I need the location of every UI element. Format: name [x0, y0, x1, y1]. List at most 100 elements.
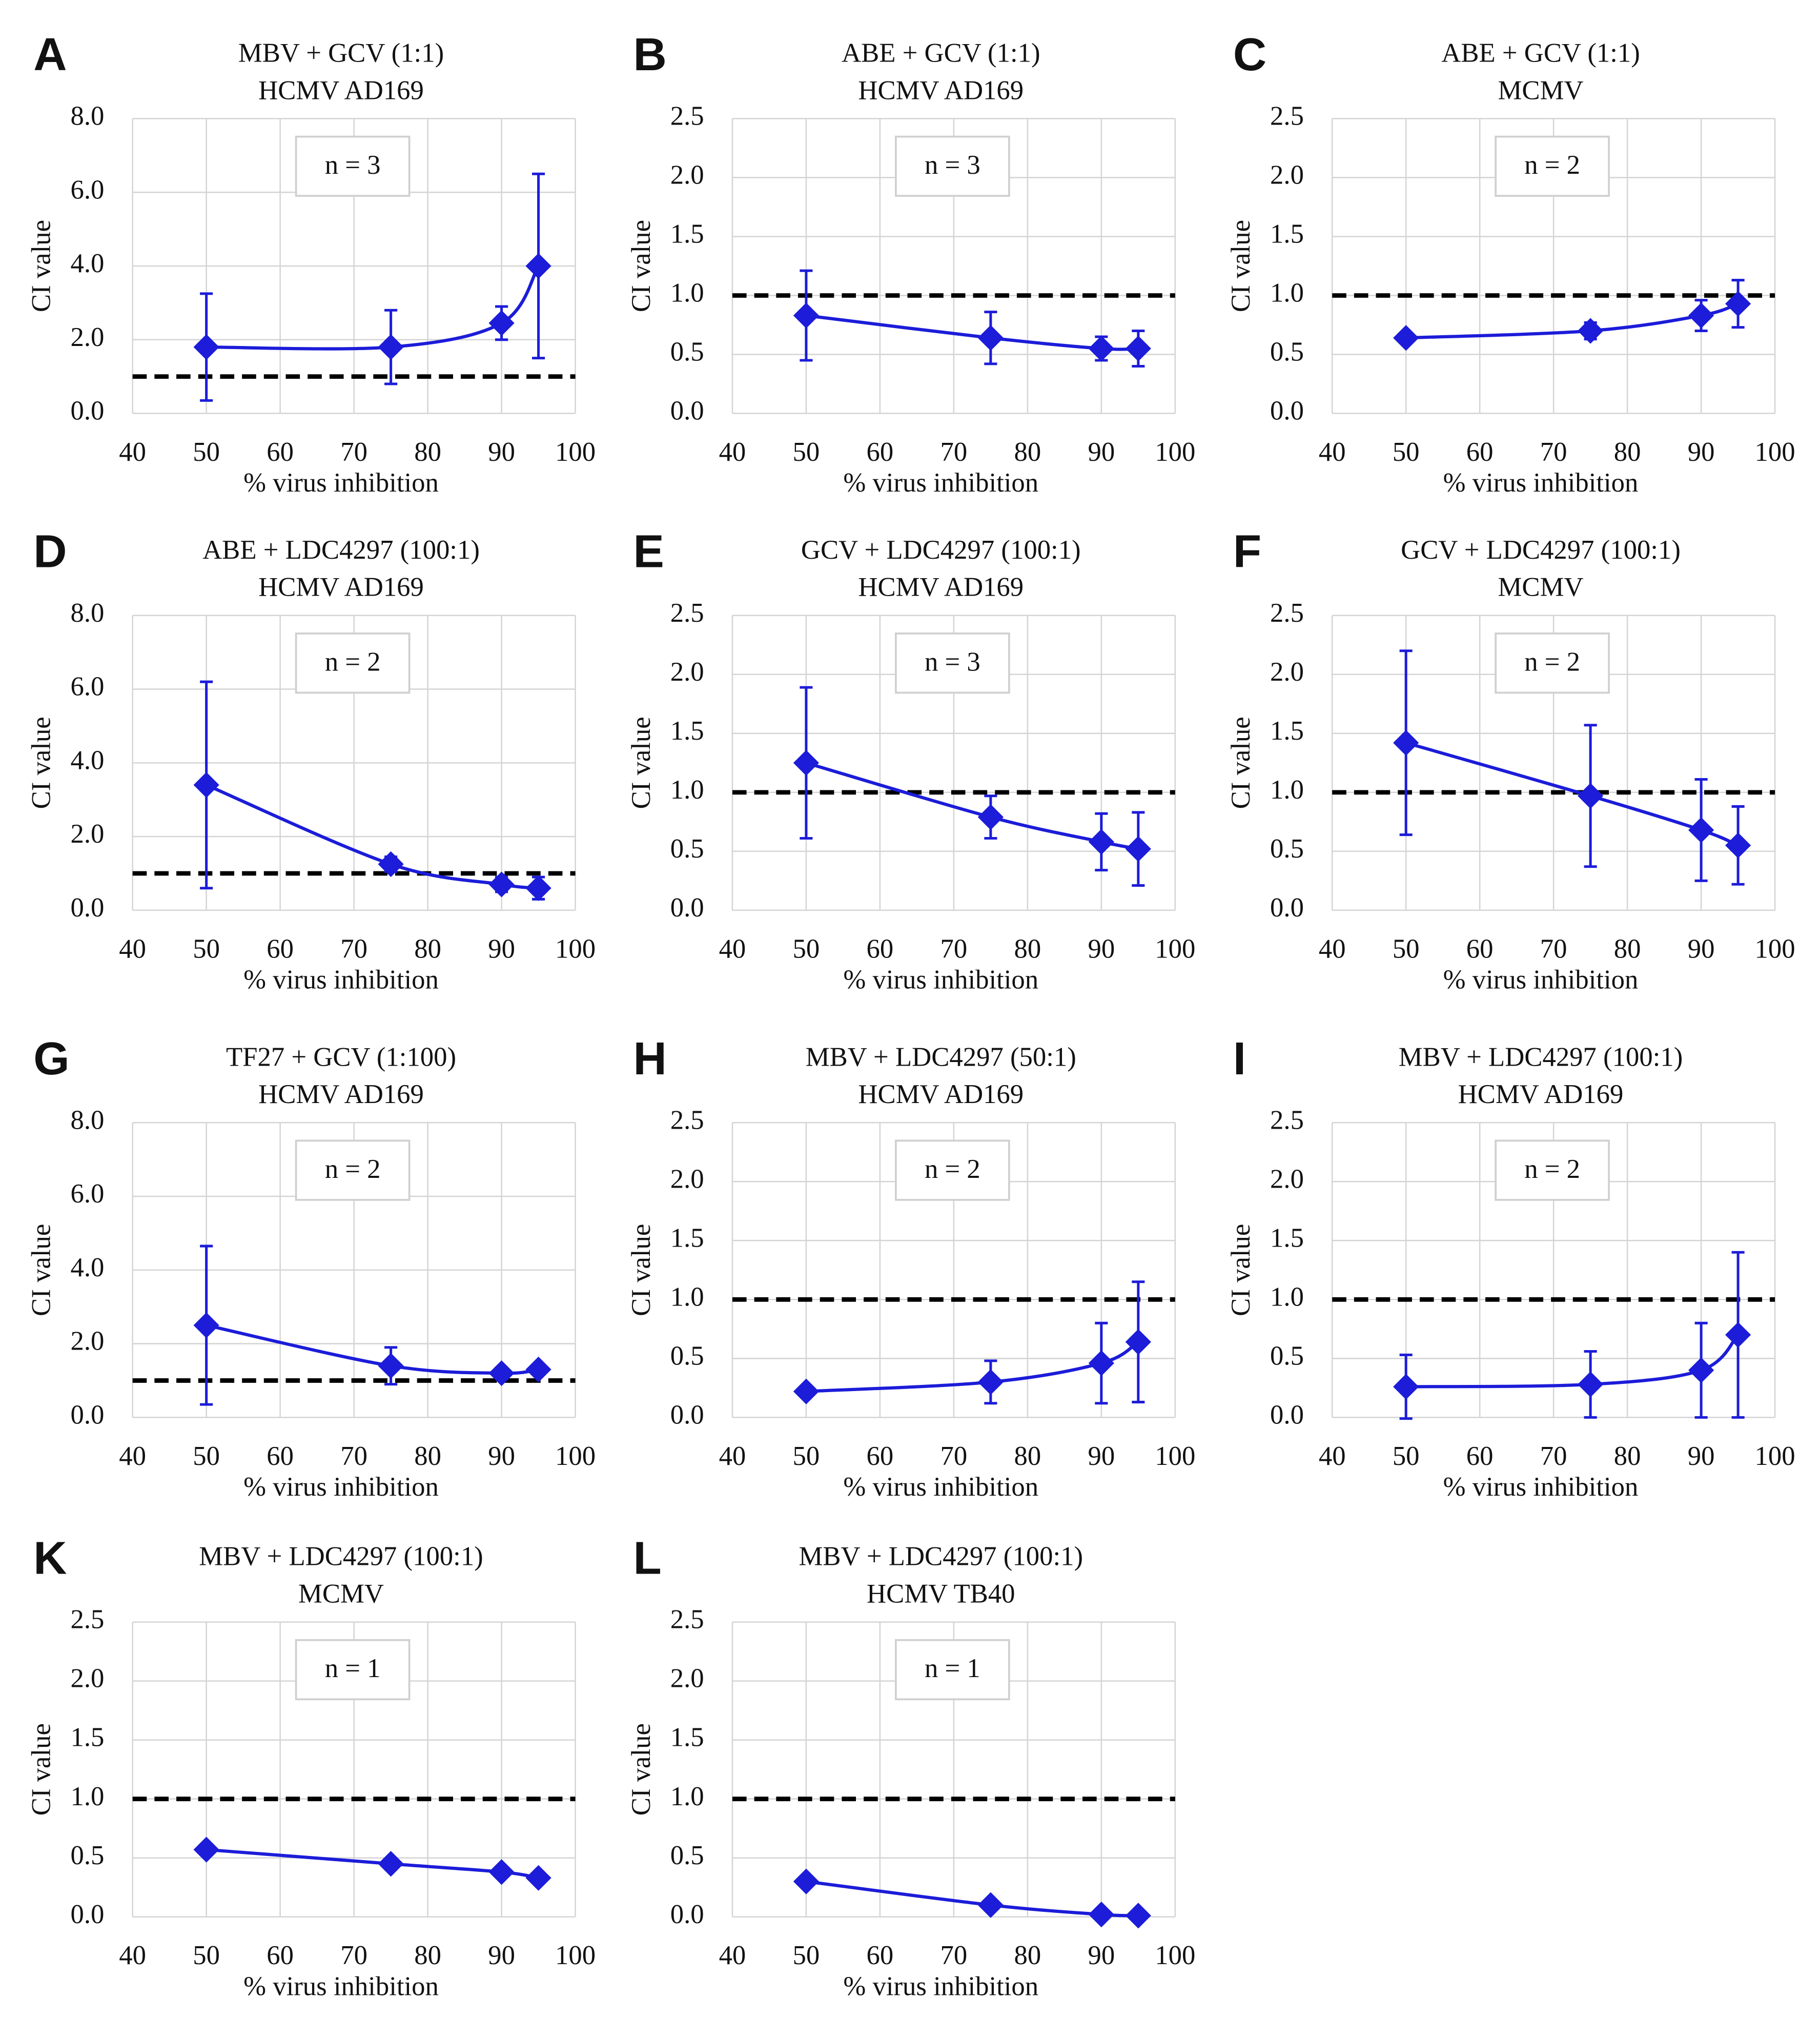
panel: F GCV + LDC4297 (100:1) MCMV 0.0 0.5 1.0 1.5 2.…: [1226, 526, 1795, 995]
x-tick-label: 90: [1088, 1441, 1115, 1471]
annotation-box: [295, 1639, 411, 1701]
x-tick-label: 80: [1614, 437, 1641, 467]
y-tick-label: 1.5: [670, 1723, 704, 1752]
x-tick-label: 50: [193, 1941, 220, 1970]
y-tick-label: 2.5: [71, 1605, 105, 1635]
y-tick-label: 2.0: [670, 1164, 704, 1194]
x-tick-label: 40: [1319, 437, 1346, 467]
x-tick-label: 100: [555, 1441, 596, 1471]
chart-title: MBV + GCV (1:1): [238, 38, 444, 68]
x-tick-label: 100: [555, 437, 596, 467]
x-tick-label: 40: [719, 934, 746, 964]
y-tick-label: 2.5: [670, 1105, 704, 1135]
annotation: n = 2: [1524, 647, 1580, 677]
x-tick-label: 50: [193, 934, 220, 964]
y-tick-label: 2.0: [1270, 160, 1304, 190]
y-tick-label: 8.0: [71, 1105, 105, 1135]
marker: [378, 334, 404, 360]
x-tick-label: 60: [867, 934, 894, 964]
y-tick-label: 0.5: [670, 1341, 704, 1371]
x-tick-label: 60: [267, 1441, 294, 1471]
x-tick-label: 80: [414, 1441, 441, 1471]
panel: H MBV + LDC4297 (50:1) HCMV AD169 0.0 0.5 1.0…: [626, 1033, 1196, 1502]
x-tick-label: 70: [340, 1441, 367, 1471]
y-tick-label: 2.5: [1270, 598, 1304, 628]
x-tick-label: 70: [340, 1941, 367, 1970]
panel: K MBV + LDC4297 (100:1) MCMV 0.0 0.5 1.0 1.5 2.…: [26, 1532, 596, 2001]
annotation: n = 3: [925, 647, 980, 677]
x-tick-label: 60: [867, 1441, 894, 1471]
x-tick-label: 100: [1155, 1441, 1195, 1471]
x-tick-label: 90: [488, 437, 515, 467]
chart-subtitle: HCMV AD169: [258, 573, 424, 602]
marker: [977, 325, 1004, 351]
marker: [793, 1378, 820, 1404]
panel: B ABE + GCV (1:1) HCMV AD169 0.0 0.5 1.0 1.5 2.…: [626, 29, 1196, 498]
x-tick-label: 40: [119, 1441, 146, 1471]
y-axis-label: CI value: [626, 1723, 656, 1815]
marker: [793, 750, 820, 776]
x-tick-label: 60: [1466, 1441, 1494, 1471]
marker: [1688, 1357, 1714, 1383]
series-line: [206, 265, 540, 351]
chart-title: ABE + GCV (1:1): [1441, 38, 1640, 68]
panel: A MBV + GCV (1:1) HCMV AD169 0.0 2.0 4.0 6.0 8.…: [26, 29, 596, 498]
annotation-box: [894, 1139, 1010, 1201]
y-tick-label: 2.0: [1270, 657, 1304, 687]
y-tick-label: 4.0: [71, 745, 105, 775]
y-tick-label: 0.5: [71, 1841, 105, 1870]
y-tick-label: 1.5: [670, 716, 704, 746]
x-tick-label: 70: [340, 437, 367, 467]
x-axis-label: % virus inhibition: [243, 1472, 439, 1502]
chart-subtitle: HCMV AD169: [258, 1079, 424, 1109]
y-tick-label: 2.5: [1270, 101, 1304, 131]
panel-letter: C: [1233, 29, 1266, 80]
x-tick-label: 100: [555, 934, 596, 964]
x-tick-label: 80: [1614, 934, 1641, 964]
y-tick-label: 0.0: [71, 1400, 105, 1430]
series-line: [1405, 741, 1739, 847]
y-tick-label: 1.0: [670, 278, 704, 308]
y-tick-label: 2.0: [670, 160, 704, 190]
marker: [1725, 291, 1751, 317]
marker: [1088, 335, 1114, 362]
panel: C ABE + GCV (1:1) MCMV 0.0 0.5 1.0 1.5 2.0 2.5 40…: [1226, 29, 1795, 498]
y-axis-label: CI value: [626, 717, 656, 809]
marker: [525, 875, 551, 901]
y-tick-label: 0.5: [670, 337, 704, 367]
marker: [1578, 1371, 1604, 1398]
annotation-box: [1495, 1139, 1610, 1201]
x-tick-label: 90: [1688, 934, 1715, 964]
x-tick-label: 50: [193, 1441, 220, 1471]
marker: [378, 1851, 404, 1877]
x-axis-label: % virus inhibition: [243, 965, 439, 995]
x-tick-label: 90: [1088, 934, 1115, 964]
y-axis-label: CI value: [26, 220, 56, 312]
y-tick-label: 1.0: [670, 1282, 704, 1312]
y-tick-label: 0.0: [1270, 1400, 1304, 1430]
x-tick-label: 40: [119, 934, 146, 964]
panel: D ABE + LDC4297 (100:1) HCMV AD169 0.0 2.0 4.…: [26, 526, 596, 995]
marker: [1125, 1903, 1151, 1929]
x-tick-label: 90: [1088, 437, 1115, 467]
y-tick-label: 0.5: [1270, 337, 1304, 367]
chart-title: MBV + LDC4297 (100:1): [799, 1542, 1083, 1572]
panel: E GCV + LDC4297 (100:1) HCMV AD169 0.0 0.5 1.…: [626, 526, 1196, 995]
annotation-box: [1495, 632, 1610, 694]
marker: [193, 772, 219, 798]
y-tick-label: 2.0: [670, 657, 704, 687]
series-line: [806, 761, 1139, 851]
x-tick-label: 100: [1155, 437, 1195, 467]
y-tick-label: 2.0: [71, 322, 105, 352]
panel-letter: G: [33, 1033, 69, 1085]
annotation: n = 3: [925, 150, 980, 180]
chart-subtitle: MCMV: [1498, 573, 1584, 602]
x-tick-label: 40: [119, 437, 146, 467]
marker: [525, 1865, 551, 1891]
x-tick-label: 70: [340, 934, 367, 964]
x-tick-label: 100: [1155, 1941, 1195, 1970]
marker: [488, 310, 515, 336]
y-tick-label: 2.5: [670, 101, 704, 131]
x-tick-label: 40: [1319, 1441, 1346, 1471]
